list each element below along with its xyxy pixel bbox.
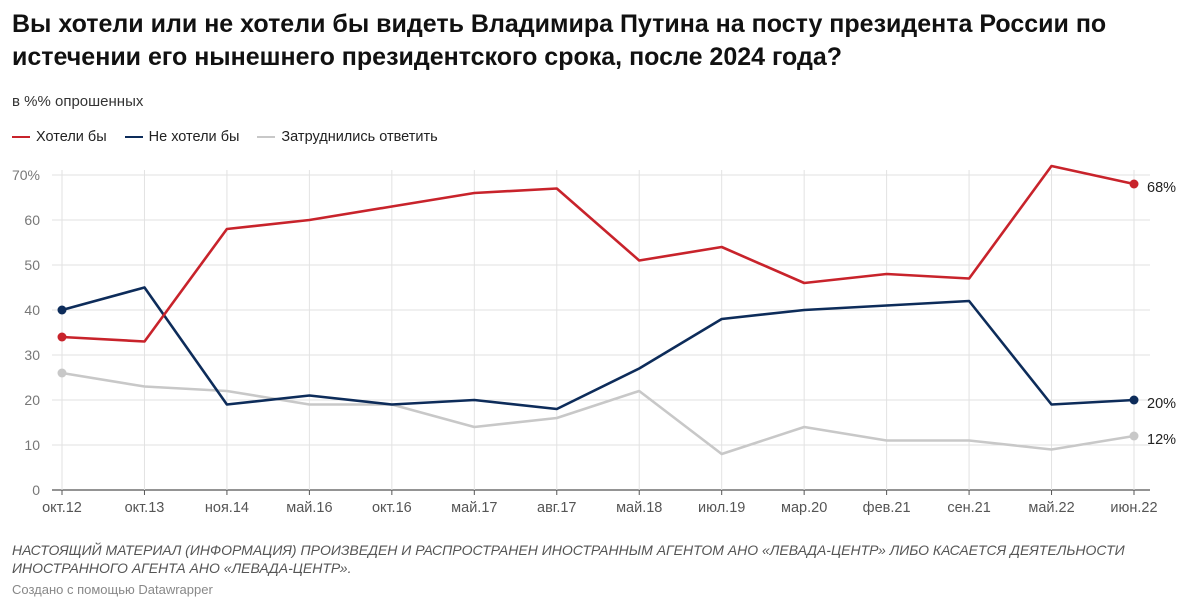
series-start-point-2	[57, 368, 67, 378]
series-end-point-0	[1129, 179, 1139, 189]
x-tick-label: фев.21	[863, 500, 911, 516]
y-tick-label: 40	[24, 302, 40, 318]
y-tick-label: 0	[32, 482, 40, 498]
legend-swatch-want	[12, 135, 30, 139]
series-start-point-1	[57, 305, 67, 315]
y-tick-label: 30	[24, 347, 40, 363]
legend-item-not-want: Не хотели бы	[124, 129, 240, 145]
x-tick-label: май.16	[286, 500, 332, 516]
series-start-point-0	[57, 332, 67, 342]
x-tick-label: окт.16	[372, 500, 412, 516]
x-tick-label: май.18	[616, 500, 662, 516]
x-tick-label: авг.17	[537, 500, 576, 516]
x-tick-label: сен.21	[947, 500, 990, 516]
legend-label-not-want: Не хотели бы	[148, 129, 240, 145]
x-tick-label: окт.13	[125, 500, 165, 516]
x-tick-label: мар.20	[781, 500, 827, 516]
x-tick-label: июл.19	[698, 500, 745, 516]
series-line-2	[60, 371, 1136, 456]
chart-subtitle: в %% опрошенных	[12, 93, 144, 110]
x-tick-label: май.22	[1028, 500, 1074, 516]
line-chart: 0 10 20 30 40 50 60 70% окт.12 окт.13 ноя.14 май.16…	[12, 164, 1176, 516]
x-tick-label: июн.22	[1110, 500, 1157, 516]
y-tick-label: 10	[24, 437, 40, 453]
legend-item-undecided: Затруднились ответить	[257, 129, 438, 145]
credit-line: Создано с помощью Datawrapper	[12, 582, 213, 597]
x-tick-label: май.17	[451, 500, 497, 516]
legend-label-want: Хотели бы	[36, 129, 107, 145]
foreign-agent-notice: НАСТОЯЩИЙ МАТЕРИАЛ (ИНФОРМАЦИЯ) ПРОИЗВЕД…	[12, 542, 1125, 576]
series-end-label-1: 20%	[1147, 396, 1176, 412]
series-line-1	[60, 286, 1136, 411]
legend-item-want: Хотели бы	[12, 129, 107, 145]
x-tick-label: окт.12	[42, 500, 82, 516]
y-tick-label: 20	[24, 392, 40, 408]
series-line-0	[60, 164, 1136, 343]
y-tick-label: 50	[24, 257, 40, 273]
x-tick-label: ноя.14	[205, 500, 249, 516]
y-tick-label: 70%	[12, 167, 40, 183]
series-end-point-1	[1129, 395, 1139, 405]
series-end-point-2	[1129, 431, 1139, 441]
y-tick-label: 60	[24, 212, 40, 228]
legend-swatch-undecided	[257, 135, 276, 139]
legend-label-undecided: Затруднились ответить	[281, 129, 438, 145]
legend-swatch-not-want	[124, 135, 143, 139]
series-end-label-2: 12%	[1147, 432, 1176, 448]
chart-title: Вы хотели или не хотели бы видеть Владим…	[12, 10, 1107, 71]
legend: Хотели бы Не хотели бы Затруднились отве…	[12, 129, 438, 145]
series-end-label-0: 68%	[1147, 180, 1176, 196]
